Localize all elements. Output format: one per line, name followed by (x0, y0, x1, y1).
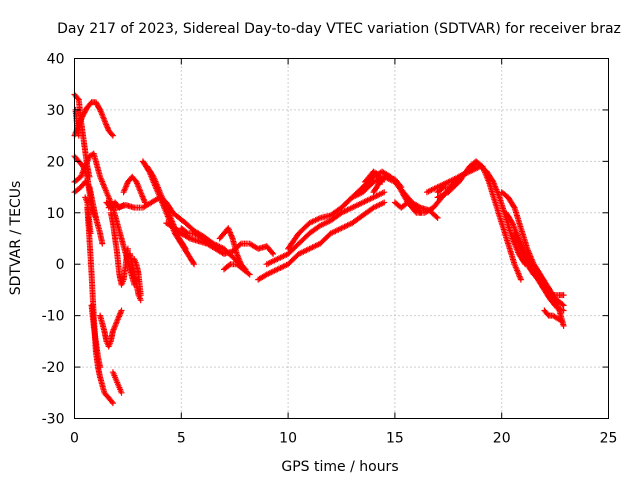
axis-ticks: 0 5 10 15 20 25 -30 -20 -10 0 10 20 30 40 (42, 52, 618, 447)
series-track-33 (362, 168, 386, 185)
data-point-track (131, 256, 144, 299)
data-point-track (221, 261, 253, 278)
series-track-9 (107, 209, 131, 288)
series-track-29 (530, 261, 567, 309)
y-tick-label: 40 (47, 52, 65, 68)
data-point-track (530, 261, 567, 309)
x-tick-label: 10 (279, 431, 297, 447)
y-tick-label: 0 (56, 257, 65, 273)
series-track-16 (216, 225, 249, 273)
y-tick-label: -30 (42, 412, 65, 428)
series-track-12 (120, 173, 148, 206)
data-point-track (120, 173, 148, 206)
series-track-18 (255, 199, 388, 283)
data-point-track (216, 225, 249, 273)
series-track-37 (82, 194, 94, 237)
data-point-track (434, 178, 460, 196)
data-point-track (103, 199, 127, 211)
series-track-7 (97, 307, 125, 350)
series-track-17 (221, 261, 253, 278)
y-tick-label: 10 (47, 206, 65, 222)
series-track-32 (391, 199, 424, 216)
data-point-track (362, 168, 386, 185)
data-marks (71, 91, 567, 407)
series-track-38 (88, 302, 104, 371)
data-point-track (263, 189, 388, 268)
data-point-track (391, 199, 424, 216)
x-tick-label: 20 (493, 431, 511, 447)
data-point-track (97, 307, 125, 350)
data-point-track (82, 194, 94, 237)
grid-lines (74, 58, 609, 419)
data-point-track (541, 307, 565, 324)
y-tick-label: -20 (42, 360, 65, 376)
series-track-30 (541, 307, 565, 324)
x-axis-label: GPS time / hours (281, 459, 398, 475)
x-tick-label: 5 (177, 431, 186, 447)
x-tick-label: 25 (600, 431, 618, 447)
series-track-39 (131, 256, 144, 299)
chart-title: Day 217 of 2023, Sidereal Day-to-day VTE… (57, 21, 621, 37)
y-tick-label: 30 (47, 103, 65, 119)
x-tick-label: 0 (70, 431, 79, 447)
data-point-track (88, 302, 104, 371)
data-point-track (178, 225, 223, 252)
series-track-19 (263, 189, 388, 268)
y-axis-label: SDTVAR / TECUs (8, 181, 24, 296)
data-point-track (109, 369, 125, 396)
data-point-track (107, 209, 131, 288)
data-point-track (144, 163, 189, 252)
x-tick-label: 15 (386, 431, 404, 447)
series-track-8 (109, 369, 125, 396)
series-track-14 (144, 163, 189, 252)
plot-frame (74, 58, 609, 419)
series-track-34 (178, 225, 223, 252)
series-track-35 (103, 199, 127, 211)
data-point-track (255, 199, 388, 283)
y-tick-label: -10 (42, 309, 65, 325)
series-track-31 (434, 178, 460, 196)
y-tick-label: 20 (47, 154, 65, 170)
